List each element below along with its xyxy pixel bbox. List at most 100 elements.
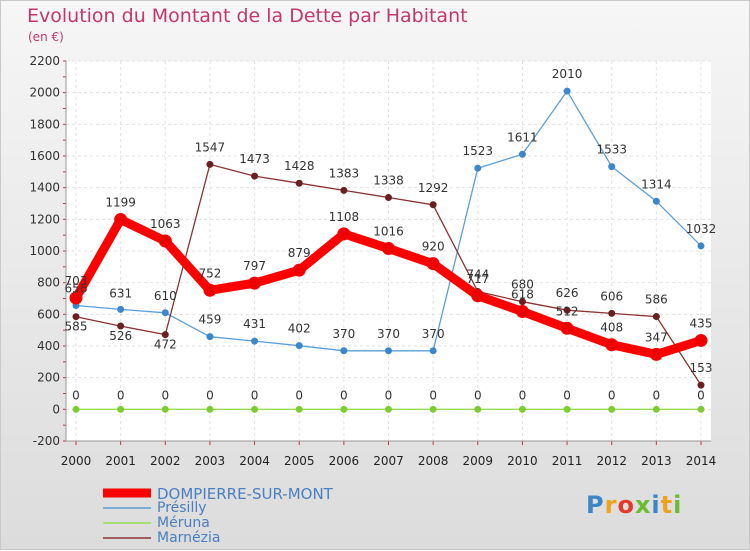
y-tick-label: 1400 (29, 181, 60, 195)
data-point-0 (515, 304, 529, 318)
data-point-0 (248, 276, 262, 290)
y-tick-label: -200 (33, 434, 60, 448)
data-point-0 (69, 291, 83, 305)
data-point-1 (608, 163, 616, 171)
data-label-0: 408 (600, 321, 623, 335)
x-tick-label: 2003 (195, 454, 226, 468)
data-point-2 (697, 405, 705, 413)
data-label-2: 0 (653, 388, 661, 402)
logo-letter: t (660, 491, 674, 519)
legend-label-2: Méruna (157, 515, 210, 531)
data-label-0: 879 (288, 246, 311, 260)
data-label-2: 0 (474, 388, 482, 402)
chart-title: Evolution du Montant de la Dette par Hab… (27, 5, 468, 27)
data-label-1: 1523 (463, 144, 494, 158)
chart-unit: (en €) (28, 30, 64, 44)
data-point-1 (385, 347, 392, 355)
data-label-2: 0 (251, 388, 259, 402)
x-tick-label: 2000 (61, 454, 92, 468)
x-tick-label: 2011 (552, 454, 583, 468)
data-point-0 (203, 283, 217, 297)
data-label-1: 370 (332, 327, 355, 341)
data-point-0 (471, 289, 485, 303)
data-label-2: 0 (340, 388, 348, 402)
data-point-3 (697, 381, 705, 389)
data-label-2: 0 (563, 388, 571, 402)
data-label-2: 0 (117, 388, 125, 402)
data-label-0: 618 (511, 287, 534, 301)
data-label-3: 1338 (373, 173, 404, 187)
data-point-1 (652, 197, 660, 205)
legend-label-0: DOMPIERRE-SUR-MONT (157, 485, 333, 503)
data-label-3: 744 (466, 268, 489, 282)
proxiti-logo: Proxiti (586, 491, 682, 519)
data-label-3: 1383 (329, 166, 360, 180)
data-point-2 (340, 405, 348, 413)
data-label-0: 347 (645, 330, 668, 344)
data-label-1: 1032 (686, 222, 717, 236)
data-point-2 (518, 405, 526, 413)
data-point-3 (295, 179, 303, 187)
data-label-0: 717 (466, 272, 489, 286)
y-tick-label: 1200 (29, 212, 60, 226)
data-label-2: 0 (206, 388, 214, 402)
data-point-0 (382, 241, 395, 255)
data-point-2 (385, 405, 392, 413)
data-label-3: 585 (65, 320, 88, 334)
data-point-0 (560, 321, 574, 335)
data-point-3 (563, 306, 571, 314)
y-tick-label: 2200 (29, 54, 60, 68)
data-point-2 (72, 405, 80, 413)
logo-letter: x (634, 491, 652, 519)
data-label-3: 606 (600, 289, 623, 303)
data-point-1 (117, 305, 125, 313)
data-point-1 (518, 150, 526, 158)
data-point-3 (429, 201, 437, 209)
data-label-0: 1063 (150, 217, 181, 231)
y-tick-label: 1800 (29, 117, 60, 131)
data-label-2: 0 (295, 388, 303, 402)
data-label-0: 703 (65, 274, 88, 288)
data-label-1: 459 (198, 313, 221, 327)
data-label-3: 1473 (239, 152, 270, 166)
data-label-1: 370 (422, 327, 445, 341)
y-tick-label: 2000 (29, 86, 60, 100)
x-tick-label: 2010 (507, 454, 538, 468)
logo-letter: i (651, 491, 661, 519)
data-label-0: 1199 (105, 195, 136, 209)
data-point-0 (292, 263, 306, 277)
x-tick-label: 2009 (463, 454, 494, 468)
data-label-3: 1428 (284, 159, 315, 173)
data-point-2 (563, 405, 571, 413)
data-point-1 (161, 309, 169, 317)
data-label-1: 1611 (507, 130, 538, 144)
data-label-2: 0 (429, 388, 437, 402)
data-point-0 (114, 212, 128, 226)
data-point-1 (206, 333, 214, 341)
data-point-3 (385, 193, 392, 201)
data-label-1: 431 (243, 317, 266, 331)
data-label-1: 656 (65, 281, 88, 295)
data-point-2 (117, 405, 125, 413)
x-tick-label: 2012 (596, 454, 627, 468)
data-label-3: 526 (109, 329, 132, 343)
x-tick-label: 2014 (686, 454, 717, 468)
x-tick-label: 2013 (641, 454, 672, 468)
data-point-3 (652, 313, 660, 321)
data-label-2: 0 (385, 388, 393, 402)
data-label-1: 2010 (552, 67, 583, 81)
logo-letter: P (586, 491, 605, 519)
logo-letter: i (673, 491, 683, 519)
data-label-3: 472 (154, 338, 177, 352)
data-point-1 (474, 164, 482, 172)
data-point-1 (340, 347, 348, 355)
data-label-0: 1016 (373, 224, 404, 238)
y-tick-label: 200 (37, 371, 60, 385)
x-tick-label: 2008 (418, 454, 449, 468)
data-point-1 (563, 87, 571, 95)
data-point-2 (652, 405, 660, 413)
data-label-0: 512 (556, 304, 579, 318)
data-label-3: 153 (690, 361, 713, 375)
